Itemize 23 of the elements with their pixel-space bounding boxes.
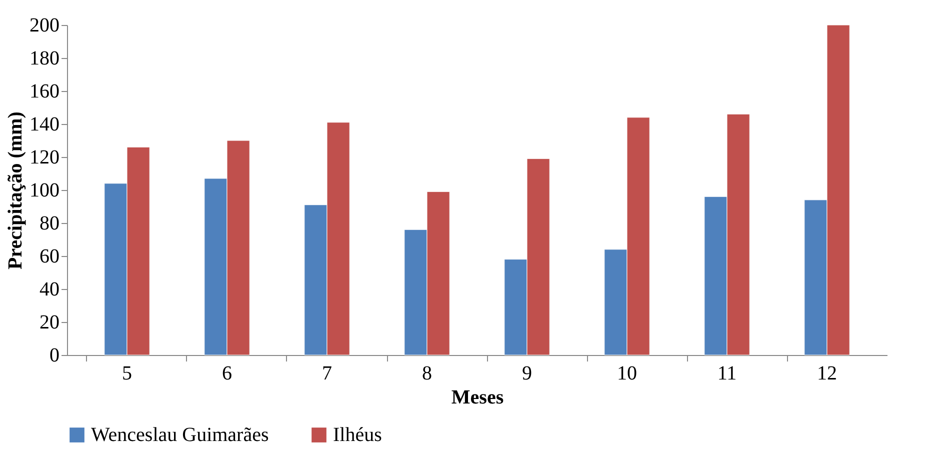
y-tick-label: 80 <box>40 212 60 234</box>
y-tick-label: 200 <box>30 14 60 36</box>
y-tick-label: 160 <box>30 80 60 102</box>
y-tick-label: 140 <box>30 114 60 136</box>
x-tick-label: 9 <box>522 362 532 384</box>
y-tick-label: 120 <box>30 146 60 168</box>
x-tick-label: 10 <box>617 362 637 384</box>
x-tick-label: 11 <box>717 362 737 384</box>
y-tick-label: 60 <box>40 246 60 268</box>
x-tick-label: 12 <box>817 362 837 384</box>
y-tick-label: 20 <box>40 312 60 334</box>
y-tick-label: 180 <box>30 48 60 70</box>
x-tick-label: 5 <box>122 362 132 384</box>
x-tick-label: 6 <box>222 362 232 384</box>
legend-label: Wenceslau Guimarães <box>91 424 269 446</box>
y-axis-title: Precipitação (mm) <box>4 112 26 270</box>
x-tick-label: 8 <box>422 362 432 384</box>
y-tick-label: 0 <box>50 344 60 366</box>
x-tick-label: 7 <box>322 362 332 384</box>
y-tick-label: 100 <box>30 180 60 202</box>
x-axis-title: Meses <box>451 386 504 408</box>
legend-label: Ilhéus <box>333 424 382 446</box>
y-tick-label: 40 <box>40 278 60 300</box>
